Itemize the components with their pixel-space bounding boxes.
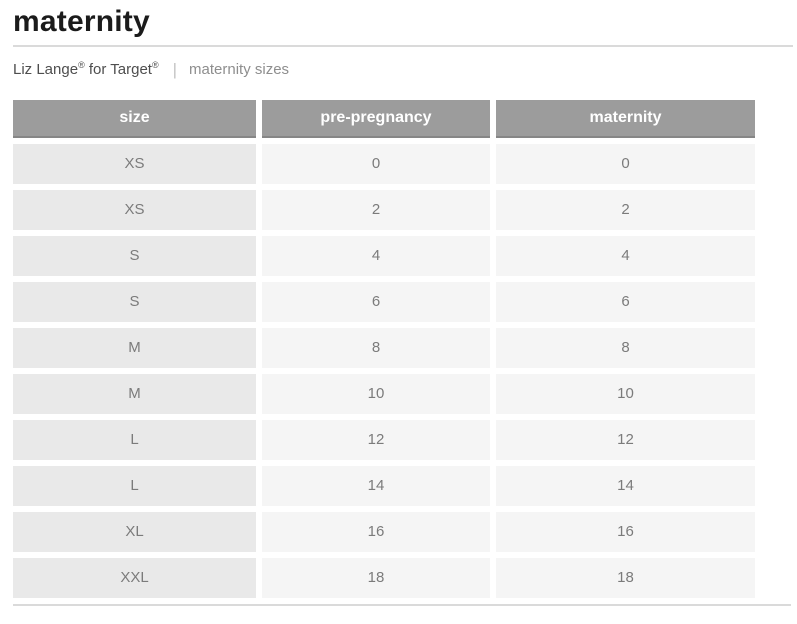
pre-pregnancy-cell: 10 (262, 373, 490, 414)
size-cell: L (13, 465, 256, 506)
column-header-size: size (13, 99, 256, 138)
brand-mid: for Target (84, 61, 152, 78)
table-row: L 14 14 (13, 465, 755, 506)
table-row: XXL 18 18 (13, 557, 755, 598)
pre-pregnancy-cell: 6 (262, 281, 490, 322)
maternity-cell: 4 (496, 235, 755, 276)
pre-pregnancy-cell: 8 (262, 327, 490, 368)
size-table: size pre-pregnancy maternity XS 0 0 XS 2… (13, 99, 755, 598)
maternity-cell: 10 (496, 373, 755, 414)
maternity-cell: 2 (496, 189, 755, 230)
column-header-pre-pregnancy: pre-pregnancy (262, 99, 490, 138)
table-header-row: size pre-pregnancy maternity (13, 99, 755, 138)
maternity-size-chart-page: maternity Liz Lange® for Target® | mater… (13, 5, 797, 606)
size-cell: S (13, 281, 256, 322)
table-row: XL 16 16 (13, 511, 755, 552)
maternity-cell: 16 (496, 511, 755, 552)
pre-pregnancy-cell: 16 (262, 511, 490, 552)
size-cell: XS (13, 189, 256, 230)
subtitle-label: maternity sizes (189, 61, 290, 78)
maternity-cell: 8 (496, 327, 755, 368)
maternity-cell: 18 (496, 557, 755, 598)
size-cell: XL (13, 511, 256, 552)
size-cell: M (13, 373, 256, 414)
table-row: S 4 4 (13, 235, 755, 276)
table-row: M 10 10 (13, 373, 755, 414)
pre-pregnancy-cell: 2 (262, 189, 490, 230)
table-row: XS 0 0 (13, 143, 755, 184)
title-divider (13, 44, 793, 47)
pre-pregnancy-cell: 4 (262, 235, 490, 276)
pre-pregnancy-cell: 0 (262, 143, 490, 184)
size-cell: S (13, 235, 256, 276)
subtitle-row: Liz Lange® for Target® | maternity sizes (13, 60, 797, 80)
size-cell: L (13, 419, 256, 460)
pre-pregnancy-cell: 14 (262, 465, 490, 506)
pre-pregnancy-cell: 12 (262, 419, 490, 460)
pre-pregnancy-cell: 18 (262, 557, 490, 598)
maternity-cell: 0 (496, 143, 755, 184)
brand-text: Liz Lange® for Target® (13, 60, 159, 79)
size-cell: XS (13, 143, 256, 184)
maternity-cell: 14 (496, 465, 755, 506)
registered-trademark-icon: ® (78, 60, 85, 70)
maternity-cell: 6 (496, 281, 755, 322)
registered-trademark-icon: ® (151, 60, 159, 70)
table-row: L 12 12 (13, 419, 755, 460)
table-row: XS 2 2 (13, 189, 755, 230)
bottom-divider (13, 603, 791, 606)
table-row: S 6 6 (13, 281, 755, 322)
brand-name: Liz Lange (13, 61, 79, 78)
maternity-cell: 12 (496, 419, 755, 460)
table-row: M 8 8 (13, 327, 755, 368)
page-title: maternity (13, 5, 150, 38)
size-cell: XXL (13, 557, 256, 598)
size-cell: M (13, 327, 256, 368)
column-header-maternity: maternity (496, 99, 755, 138)
subtitle-separator: | (172, 59, 178, 79)
